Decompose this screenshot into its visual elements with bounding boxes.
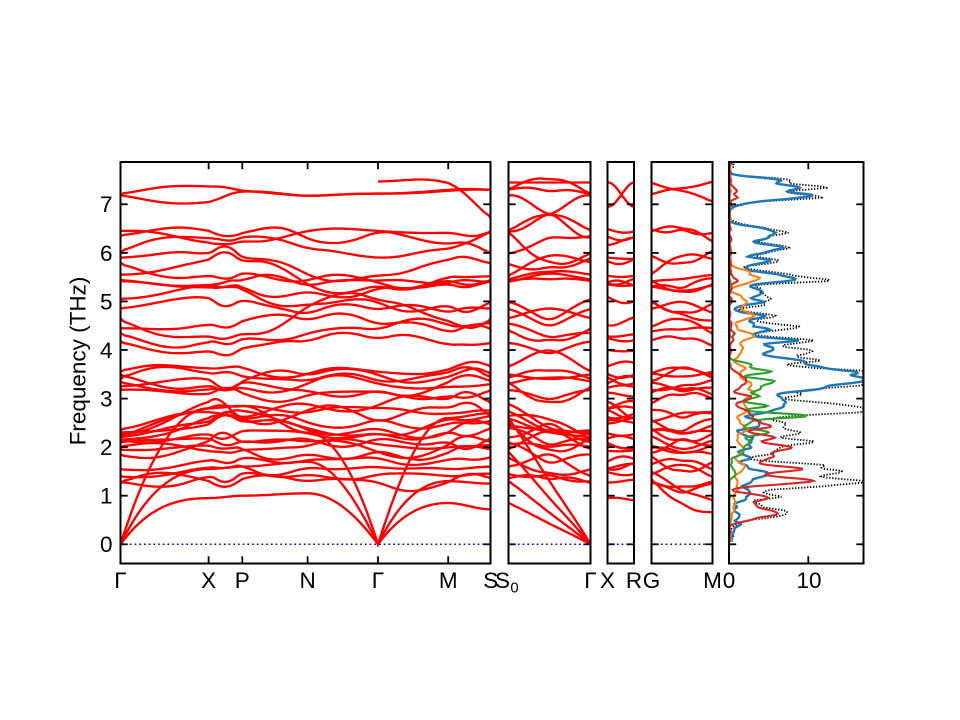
svg-text:N: N [299,568,315,593]
svg-text:R: R [626,568,642,593]
svg-text:Γ: Γ [584,568,596,593]
svg-text:X: X [600,568,615,593]
svg-text:S: S [483,568,498,593]
svg-text:Frequency (THz): Frequency (THz) [66,277,91,446]
svg-text:P: P [235,568,250,593]
svg-text:X: X [201,568,216,593]
svg-text:2: 2 [100,435,113,460]
svg-text:4: 4 [100,338,113,363]
svg-text:M: M [703,568,722,593]
svg-text:Γ: Γ [114,568,126,593]
svg-text:7: 7 [100,192,113,217]
svg-text:0: 0 [723,568,736,593]
svg-text:M: M [439,568,458,593]
svg-text:Γ: Γ [372,568,384,593]
svg-text:S: S [495,568,510,593]
svg-text:3: 3 [100,387,113,412]
svg-text:G: G [643,568,661,593]
svg-text:0: 0 [100,532,113,557]
svg-text:1: 1 [100,484,113,509]
svg-text:5: 5 [100,289,113,314]
svg-text:6: 6 [100,241,113,266]
svg-text:0: 0 [510,580,518,597]
svg-text:10: 10 [796,568,821,593]
